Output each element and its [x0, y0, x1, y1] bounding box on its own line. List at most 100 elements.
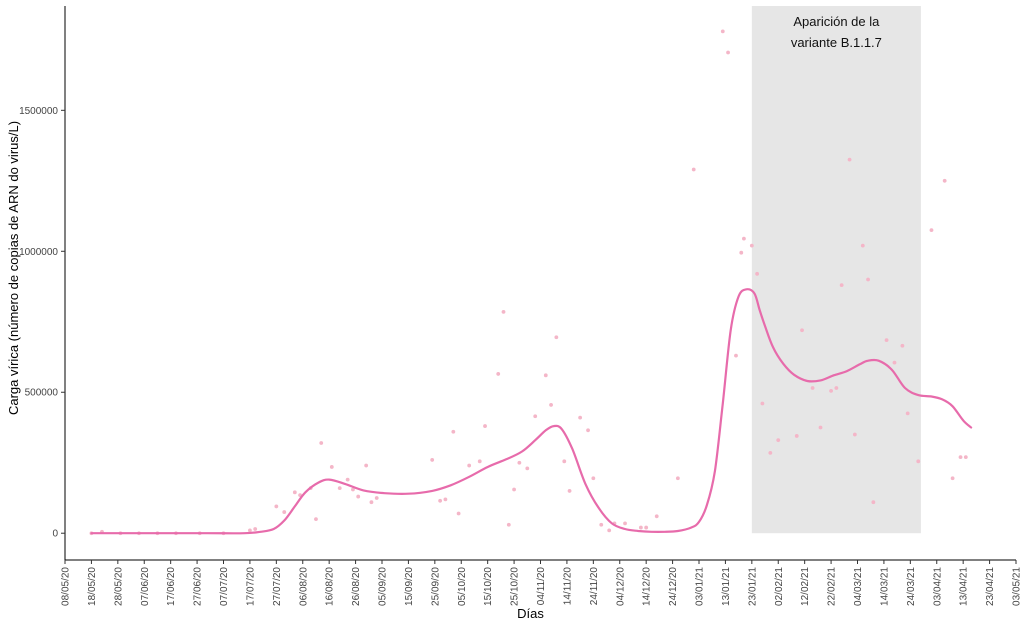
data-point — [742, 236, 746, 241]
y-tick-label: 1500000 — [19, 106, 58, 117]
data-point — [329, 465, 334, 469]
smooth-trend-line — [90, 288, 973, 535]
data-point — [351, 487, 355, 492]
data-point — [506, 522, 511, 527]
data-point — [282, 510, 287, 514]
y-ticks: 0 500000 1000000 1500000 — [19, 106, 65, 540]
x-tick-label: 13/01/21 — [721, 567, 732, 606]
x-tick-label: 18/05/20 — [87, 567, 98, 606]
x-tick-label: 08/05/20 — [61, 567, 72, 606]
x-tick-label: 26/08/20 — [351, 567, 362, 606]
data-point — [443, 497, 448, 502]
x-ticks: 08/05/20 18/05/20 28/05/20 07/06/20 17/06/20… — [61, 560, 1023, 606]
x-tick-label: 17/07/20 — [245, 567, 256, 606]
data-point — [345, 477, 350, 482]
data-point — [810, 386, 815, 390]
x-tick-label: 28/05/20 — [113, 567, 124, 606]
data-point — [892, 360, 897, 365]
x-tick-label: 24/03/21 — [906, 567, 917, 606]
data-point — [253, 527, 258, 531]
data-point — [776, 438, 781, 443]
data-point — [438, 498, 443, 503]
data-point — [800, 328, 804, 333]
data-point — [905, 411, 910, 416]
data-point — [496, 372, 501, 376]
data-point — [749, 243, 754, 248]
data-point — [591, 476, 596, 481]
data-point — [958, 455, 963, 459]
data-point — [543, 373, 548, 378]
x-tick-label: 04/12/20 — [615, 567, 626, 606]
data-point — [734, 353, 738, 358]
data-point — [599, 522, 604, 527]
data-point — [866, 277, 870, 282]
x-tick-label: 27/07/20 — [272, 567, 283, 606]
data-point — [517, 460, 522, 465]
data-point — [549, 403, 553, 407]
data-point — [451, 429, 456, 434]
x-tick-label: 25/09/20 — [430, 567, 441, 606]
x-tick-label: 22/02/21 — [827, 567, 838, 606]
data-point — [871, 500, 876, 505]
x-tick-label: 05/09/20 — [378, 567, 389, 606]
x-tick-label: 24/11/20 — [589, 567, 600, 606]
data-point — [374, 496, 379, 500]
data-point — [839, 283, 844, 288]
data-point — [900, 343, 905, 348]
x-tick-label: 06/08/20 — [298, 567, 309, 606]
data-point — [248, 528, 252, 533]
data-point — [654, 514, 659, 519]
data-point — [675, 476, 680, 481]
y-tick-label: 500000 — [25, 388, 59, 399]
annotation-line-2: variante B.1.1.7 — [791, 35, 882, 50]
data-point — [586, 428, 590, 433]
data-point — [501, 309, 506, 314]
x-tick-label: 27/06/20 — [193, 567, 204, 606]
data-point — [369, 500, 374, 505]
x-tick-label: 07/06/20 — [140, 567, 151, 606]
x-tick-label: 25/10/20 — [510, 567, 521, 606]
data-point — [963, 455, 968, 459]
x-tick-label: 24/12/20 — [668, 567, 679, 606]
smooth-line-layer — [90, 288, 973, 535]
data-point — [834, 386, 839, 390]
variant-shade-layer — [751, 6, 921, 534]
data-point — [726, 50, 730, 55]
data-point — [768, 450, 773, 455]
data-point — [430, 458, 435, 462]
x-tick-label: 07/07/20 — [219, 567, 230, 606]
x-tick-label: 14/12/20 — [642, 567, 653, 606]
x-tick-label: 23/04/21 — [985, 567, 996, 606]
x-axis-title: Días — [517, 606, 544, 621]
data-point — [525, 466, 530, 471]
data-point — [942, 178, 947, 183]
x-tick-label: 03/05/21 — [1012, 567, 1023, 606]
data-point — [644, 525, 649, 530]
data-point — [483, 424, 487, 428]
data-point — [292, 490, 297, 495]
data-point — [607, 528, 612, 533]
data-point — [860, 243, 865, 248]
x-tick-label: 16/08/20 — [325, 567, 336, 606]
data-point — [533, 414, 538, 419]
data-point — [755, 271, 760, 276]
annotation-line-1: Aparición de la — [793, 14, 880, 29]
variant-shade-region — [751, 6, 921, 534]
y-axis-title: Carga vírica (número de copias de ARN do… — [6, 121, 21, 415]
data-point — [512, 487, 516, 492]
data-point — [456, 511, 461, 516]
data-point — [794, 434, 799, 438]
data-point — [847, 157, 852, 162]
x-tick-label: 15/09/20 — [404, 567, 415, 606]
data-point — [829, 388, 833, 393]
x-tick-label: 17/06/20 — [166, 567, 177, 606]
x-tick-label: 14/11/20 — [562, 567, 573, 606]
data-point — [554, 335, 559, 340]
data-point — [364, 463, 369, 468]
x-tick-label: 14/03/21 — [879, 567, 890, 606]
y-tick-label: 0 — [52, 529, 58, 540]
data-point — [916, 459, 921, 464]
data-point — [477, 459, 482, 464]
data-point — [623, 521, 627, 526]
